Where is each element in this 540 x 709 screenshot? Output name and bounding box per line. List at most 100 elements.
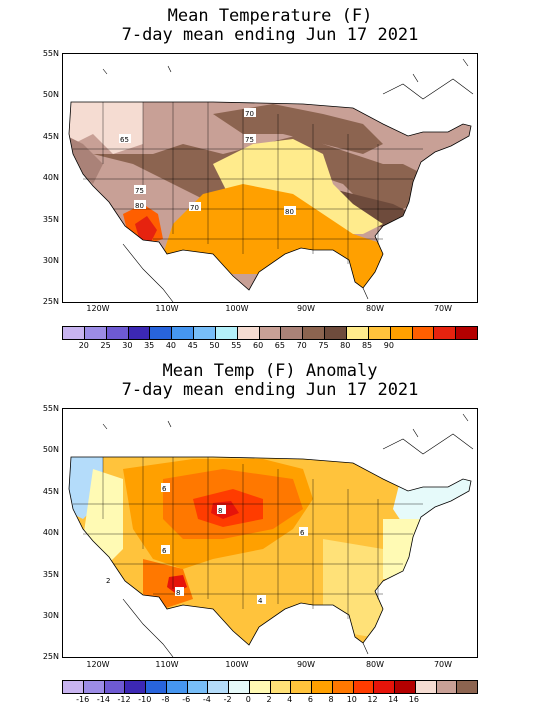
contour-labels: 65 70 75 75 80 70 80 xyxy=(119,108,296,216)
map-subtitle-temperature: 7-day mean ending Jun 17 2021 xyxy=(121,25,419,45)
colorbar-tick-label: 2 xyxy=(266,695,272,704)
contour-label: 80 xyxy=(285,208,294,216)
colorbar-tick-label: 6 xyxy=(307,695,313,704)
lon-label: 90W xyxy=(296,660,316,669)
anomaly-map-svg: 6 8 6 6 8 4 2 xyxy=(68,413,474,657)
lat-label: 40N xyxy=(42,173,59,182)
colorbar-swatch xyxy=(84,327,107,339)
colorbar-tick-label: 20 xyxy=(78,341,89,350)
lon-label: 80W xyxy=(365,660,385,669)
colorbar-tick-label: 55 xyxy=(231,341,242,350)
colorbar-tick-label: 40 xyxy=(165,341,177,350)
colorbar-tick-label: 25 xyxy=(100,341,111,350)
map-title-temperature: Mean Temperature (F) xyxy=(167,6,373,26)
colorbar-swatch xyxy=(353,681,375,693)
contour-label: 80 xyxy=(135,202,144,210)
colorbar-swatch xyxy=(104,681,126,693)
contour-label: 75 xyxy=(135,187,144,195)
lon-label: 80W xyxy=(365,304,385,313)
anomaly-map: 6 8 6 6 8 4 2 xyxy=(62,408,478,658)
colorbar-swatch xyxy=(229,681,250,693)
colorbar-tick-label: 4 xyxy=(287,695,293,704)
colorbar-swatch xyxy=(128,327,151,339)
colorbar-swatch xyxy=(270,681,292,693)
colorbar-tick-label: -4 xyxy=(202,695,211,704)
colorbar-tick-label: 45 xyxy=(187,341,198,350)
colorbar-swatch xyxy=(434,327,457,339)
colorbar-swatch xyxy=(215,327,238,339)
colorbar-tick-label: 80 xyxy=(340,341,351,350)
colorbar-swatch xyxy=(259,327,282,339)
contour-label: 70 xyxy=(190,204,199,212)
colorbar-tick-label: -12 xyxy=(117,695,131,704)
colorbar-swatch xyxy=(106,327,129,339)
anomaly-colorbar xyxy=(62,680,478,694)
lat-label: 30N xyxy=(42,256,59,265)
contour-label: 8 xyxy=(218,507,222,515)
lat-label: 50N xyxy=(42,90,59,99)
colorbar-swatch xyxy=(436,681,458,693)
colorbar-swatch xyxy=(146,681,167,693)
colorbar-swatch xyxy=(412,327,435,339)
coastlines xyxy=(102,58,474,302)
lon-label: 90W xyxy=(296,304,316,313)
colorbar-tick-label: -8 xyxy=(161,695,170,704)
lat-label: 55N xyxy=(42,49,59,58)
band-coast xyxy=(69,134,103,184)
temperature-colorbar xyxy=(62,326,478,340)
colorbar-swatch xyxy=(456,327,478,339)
colorbar-swatch xyxy=(281,327,304,339)
colorbar-swatch xyxy=(208,681,229,693)
colorbar-swatch xyxy=(172,327,195,339)
colorbar-swatch xyxy=(194,327,216,339)
lat-label: 25N xyxy=(42,652,59,661)
colorbar-swatch xyxy=(312,681,333,693)
colorbar-swatch xyxy=(63,327,85,339)
contour-label: 8 xyxy=(176,589,180,597)
colorbar-tick-label: 75 xyxy=(318,341,329,350)
lat-label: 40N xyxy=(42,528,59,537)
coastlines xyxy=(102,413,474,657)
colorbar-swatch xyxy=(166,681,188,693)
colorbar-swatch xyxy=(237,327,260,339)
colorbar-tick-label: 65 xyxy=(274,341,285,350)
colorbar-tick-label: 0 xyxy=(245,695,251,704)
colorbar-tick-label: -16 xyxy=(76,695,90,704)
contour-label: 2 xyxy=(106,577,110,585)
colorbar-tick-label: 90 xyxy=(383,341,394,350)
colorbar-swatch xyxy=(390,327,413,339)
lat-label: 35N xyxy=(42,215,59,224)
colorbar-swatch xyxy=(395,681,416,693)
colorbar-swatch xyxy=(346,327,369,339)
colorbar-tick-label: 10 xyxy=(346,695,357,704)
colorbar-tick-label: -14 xyxy=(96,695,110,704)
colorbar-tick-label: 35 xyxy=(144,341,155,350)
contour-label: 6 xyxy=(162,547,167,555)
state-lines xyxy=(73,102,423,264)
colorbar-swatch xyxy=(187,681,209,693)
colorbar-swatch xyxy=(291,681,312,693)
lat-label: 45N xyxy=(42,132,59,141)
colorbar-tick-label: -6 xyxy=(182,695,191,704)
lat-label: 35N xyxy=(42,570,59,579)
lon-label: 100W xyxy=(225,304,249,313)
colorbar-swatch xyxy=(303,327,326,339)
colorbar-tick-label: 16 xyxy=(408,695,419,704)
colorbar-swatch xyxy=(415,681,437,693)
lon-label: 100W xyxy=(225,660,249,669)
temperature-map-svg: 65 70 75 75 80 70 80 xyxy=(68,58,474,302)
temperature-map: 65 70 75 75 80 70 80 xyxy=(62,53,478,303)
contour-label: 65 xyxy=(120,136,129,144)
colorbar-swatch xyxy=(332,681,354,693)
colorbar-tick-label: 30 xyxy=(122,341,133,350)
colorbar-tick-label: 8 xyxy=(328,695,334,704)
colorbar-tick-label: 12 xyxy=(367,695,378,704)
state-lines xyxy=(73,457,423,619)
colorbar-swatch xyxy=(63,681,84,693)
colorbar-tick-label: -2 xyxy=(223,695,232,704)
colorbar-tick-label: 70 xyxy=(296,341,307,350)
colorbar-swatch xyxy=(249,681,271,693)
colorbar-swatch xyxy=(457,681,477,693)
lon-label: 120W xyxy=(86,304,110,313)
contour-label: 4 xyxy=(258,597,263,605)
